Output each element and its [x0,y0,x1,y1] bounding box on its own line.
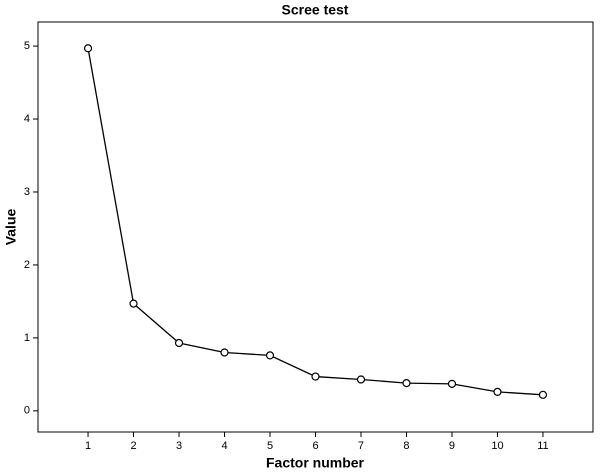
point [538,390,548,399]
x-tick-label: 2 [130,440,136,452]
y-tick-label: 4 [24,113,30,125]
point [493,387,502,396]
x-tick-label: 5 [267,440,273,452]
point [83,44,93,53]
y-tick-label: 2 [24,259,30,271]
x-tick-label: 9 [449,440,455,452]
x-tick-label: 4 [221,440,227,452]
x-tick-label: 8 [403,440,409,452]
x-tick-label: 6 [312,440,318,452]
point [265,351,275,360]
x-tick-label: 11 [537,440,548,452]
y-tick-label: 0 [24,405,30,417]
x-tick-label: 1 [85,440,91,452]
y-tick-label: 3 [24,186,30,198]
plot-frame [37,21,594,433]
chart-title: Scree test [282,2,349,18]
point [129,299,138,308]
point [356,375,366,384]
x-axis-title: Factor number [266,455,365,471]
point [447,379,457,388]
x-tick-label: 3 [176,440,182,452]
y-tick-label: 1 [24,332,30,344]
point [402,379,411,388]
y-axis-title: Value [3,209,19,246]
x-tick-label: 10 [491,440,503,452]
point [220,348,229,357]
point [311,372,320,381]
y-tick-label: 5 [24,40,30,52]
point [174,338,184,348]
x-tick-label: 7 [358,440,364,452]
